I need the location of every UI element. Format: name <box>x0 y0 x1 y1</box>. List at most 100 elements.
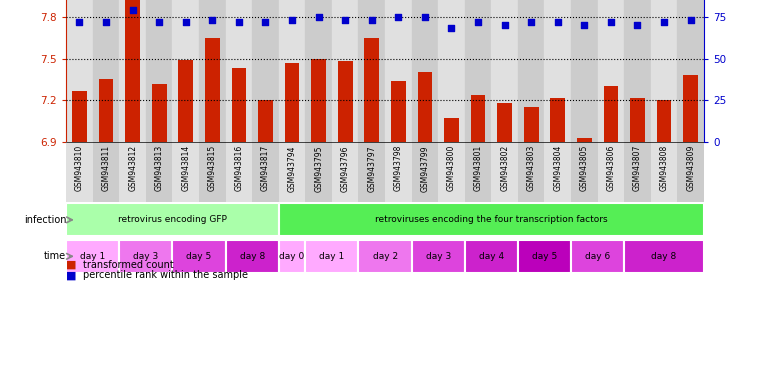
Bar <box>545 0 571 142</box>
Bar <box>205 38 220 142</box>
Point <box>286 17 298 23</box>
Bar <box>126 0 140 142</box>
Text: day 4: day 4 <box>479 252 504 261</box>
Text: day 3: day 3 <box>133 252 158 261</box>
Text: ■: ■ <box>66 260 77 270</box>
Bar <box>72 91 87 142</box>
Text: GSM943807: GSM943807 <box>633 145 642 192</box>
Text: GSM943806: GSM943806 <box>607 145 616 192</box>
Point <box>472 19 484 25</box>
Point <box>498 22 511 28</box>
Bar <box>311 59 326 142</box>
Bar <box>550 98 565 142</box>
Bar <box>683 75 698 142</box>
Bar <box>597 0 624 142</box>
Bar <box>577 138 591 142</box>
Text: GSM943805: GSM943805 <box>580 145 589 192</box>
Bar <box>438 0 465 142</box>
Text: GSM943813: GSM943813 <box>154 145 164 191</box>
Text: GSM943800: GSM943800 <box>447 145 456 192</box>
Bar <box>358 142 385 202</box>
Bar <box>492 0 518 142</box>
Text: GSM943795: GSM943795 <box>314 145 323 192</box>
Point <box>180 19 192 25</box>
Bar <box>93 142 119 202</box>
Point <box>100 19 112 25</box>
Bar <box>305 142 332 202</box>
Bar <box>179 60 193 142</box>
Bar <box>173 240 226 273</box>
Point <box>206 17 218 23</box>
Text: GSM943817: GSM943817 <box>261 145 270 191</box>
Bar <box>226 142 252 202</box>
Bar <box>199 142 226 202</box>
Point <box>260 19 272 25</box>
Bar <box>279 0 305 142</box>
Point <box>658 19 670 25</box>
Point <box>126 7 139 13</box>
Bar <box>571 142 597 202</box>
Bar <box>365 38 379 142</box>
Text: day 2: day 2 <box>372 252 398 261</box>
Bar <box>66 204 279 236</box>
Point <box>233 19 245 25</box>
Bar <box>624 142 651 202</box>
Bar <box>66 240 119 273</box>
Bar <box>465 0 492 142</box>
Bar <box>152 84 167 142</box>
Bar <box>338 61 352 142</box>
Point <box>578 22 591 28</box>
Bar <box>624 240 704 273</box>
Bar <box>173 142 199 202</box>
Text: GSM943812: GSM943812 <box>128 145 137 191</box>
Text: day 3: day 3 <box>425 252 451 261</box>
Text: GSM943814: GSM943814 <box>181 145 190 191</box>
Bar <box>358 0 385 142</box>
Bar <box>571 0 597 142</box>
Text: GSM943811: GSM943811 <box>101 145 110 191</box>
Bar <box>279 204 704 236</box>
Bar <box>518 142 545 202</box>
Bar <box>651 0 677 142</box>
Bar <box>624 0 651 142</box>
Point <box>685 17 697 23</box>
Text: day 8: day 8 <box>651 252 677 261</box>
Bar <box>231 68 247 142</box>
Bar <box>492 142 518 202</box>
Bar <box>66 142 93 202</box>
Bar <box>385 142 412 202</box>
Point <box>525 19 537 25</box>
Bar <box>444 118 459 142</box>
Bar <box>119 0 146 142</box>
Bar <box>545 142 571 202</box>
Bar <box>498 103 512 142</box>
Text: GSM943809: GSM943809 <box>686 145 695 192</box>
Text: GSM943801: GSM943801 <box>473 145 482 191</box>
Point <box>313 14 325 20</box>
Text: GSM943797: GSM943797 <box>368 145 376 192</box>
Bar <box>119 142 146 202</box>
Text: ■: ■ <box>66 270 77 280</box>
Bar <box>252 142 279 202</box>
Point <box>605 19 617 25</box>
Bar <box>226 240 279 273</box>
Bar <box>146 142 173 202</box>
Bar <box>657 100 671 142</box>
Bar <box>418 73 432 142</box>
Bar <box>305 0 332 142</box>
Point <box>552 19 564 25</box>
Text: retrovirus encoding GFP: retrovirus encoding GFP <box>118 215 227 224</box>
Bar <box>391 81 406 142</box>
Point <box>445 25 457 31</box>
Text: day 5: day 5 <box>186 252 212 261</box>
Bar <box>66 0 93 142</box>
Text: infection: infection <box>24 215 66 225</box>
Bar <box>518 240 571 273</box>
Point <box>153 19 165 25</box>
Bar <box>524 107 539 142</box>
Point <box>419 14 431 20</box>
Text: retroviruses encoding the four transcription factors: retroviruses encoding the four transcrip… <box>375 215 608 224</box>
Text: GSM943799: GSM943799 <box>420 145 429 192</box>
Bar <box>285 63 299 142</box>
Text: GSM943794: GSM943794 <box>288 145 297 192</box>
